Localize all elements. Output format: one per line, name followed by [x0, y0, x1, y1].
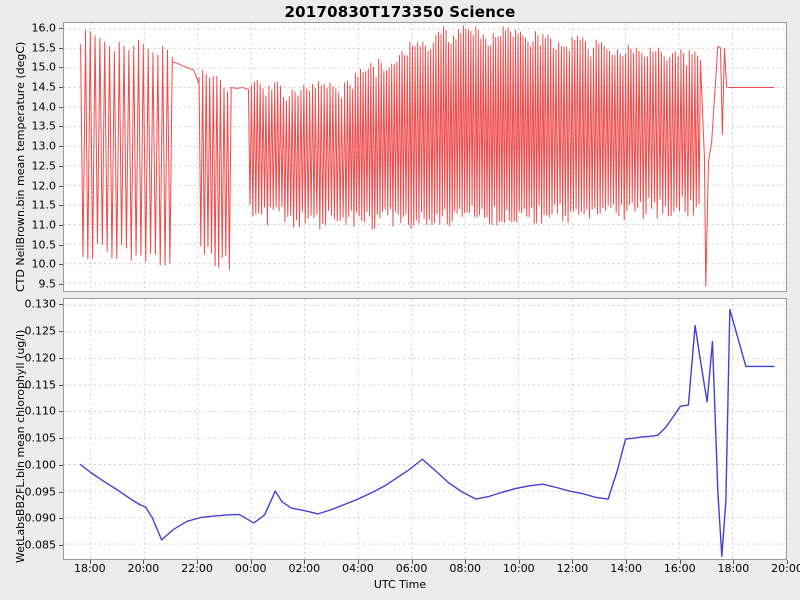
- x-tick-label: 04:00: [342, 562, 374, 575]
- x-tick-mark: [250, 560, 252, 564]
- x-tick-mark: [733, 560, 735, 564]
- x-tick-label: 22:00: [181, 562, 213, 575]
- y-tick-mark: [59, 438, 63, 440]
- y-tick-mark: [59, 106, 63, 108]
- x-tick-mark: [357, 560, 359, 564]
- y-tick-label: 0.125: [24, 324, 57, 338]
- y-tick-mark: [59, 264, 63, 266]
- y-tick-mark: [59, 411, 63, 413]
- x-tick-mark: [89, 560, 91, 564]
- x-tick-mark: [679, 560, 681, 564]
- y-tick-label: 12.5: [31, 159, 57, 173]
- y-tick-label: 15.5: [31, 41, 57, 55]
- y-tick-label: 11.5: [31, 198, 57, 212]
- x-tick-label: 16:00: [663, 562, 696, 575]
- page-title: 20170830T173350 Science: [284, 3, 516, 21]
- y-tick-mark: [59, 165, 63, 167]
- y-tick-label: 15.0: [31, 60, 57, 74]
- x-tick-label: 08:00: [449, 562, 482, 575]
- x-tick-label: 18:00: [717, 562, 750, 575]
- x-tick-label: 00:00: [234, 562, 267, 575]
- temperature-series-svg: [64, 23, 786, 291]
- x-tick-label: 12:00: [556, 562, 589, 575]
- x-tick-label: 20:00: [127, 562, 160, 575]
- x-tick-mark: [197, 560, 199, 564]
- y-tick-mark: [59, 205, 63, 207]
- y-tick-mark: [59, 331, 63, 333]
- y-tick-label: 16.0: [31, 21, 57, 35]
- y-tick-label: 0.095: [24, 485, 57, 499]
- chlorophyll-series-svg: [64, 299, 786, 559]
- x-tick-label: 14:00: [610, 562, 642, 575]
- y-tick-label: 0.120: [24, 351, 57, 365]
- x-tick-label: 10:00: [502, 562, 535, 575]
- y-tick-label: 10.0: [31, 257, 57, 271]
- y-tick-label: 9.5: [38, 277, 57, 291]
- y-tick-mark: [59, 224, 63, 226]
- y-tick-label: 0.085: [24, 538, 57, 552]
- x-tick-label: 06:00: [395, 562, 428, 575]
- y-tick-mark: [59, 67, 63, 69]
- y-tick-label: 11.0: [31, 218, 57, 232]
- x-tick-mark: [143, 560, 145, 564]
- y-tick-label: 14.0: [31, 100, 57, 114]
- y-tick-mark: [59, 384, 63, 386]
- y-tick-label: 0.100: [24, 458, 57, 472]
- y-tick-mark: [59, 146, 63, 148]
- y-tick-label: 0.110: [24, 404, 57, 418]
- y-tick-mark: [59, 357, 63, 359]
- x-axis-title: UTC Time: [373, 578, 427, 591]
- x-tick-mark: [626, 560, 628, 564]
- x-tick-mark: [787, 560, 788, 564]
- x-tick-mark: [411, 560, 413, 564]
- y-tick-mark: [59, 491, 63, 493]
- plot-area-chlorophyll: [63, 298, 787, 560]
- y-tick-mark: [59, 284, 63, 286]
- x-tick-mark: [465, 560, 467, 564]
- x-tick-label: 20:00: [771, 562, 800, 575]
- y-tick-mark: [59, 545, 63, 547]
- y-tick-mark: [59, 185, 63, 187]
- y-tick-label: 10.5: [31, 238, 57, 252]
- y-tick-label: 14.5: [31, 80, 57, 94]
- y-tick-mark: [59, 244, 63, 246]
- y-tick-label: 0.130: [24, 297, 57, 311]
- y-tick-label: 12.0: [31, 179, 57, 193]
- x-tick-label: 02:00: [288, 562, 321, 575]
- y-tick-mark: [59, 27, 63, 29]
- y-tick-mark: [59, 518, 63, 520]
- y-tick-mark: [59, 464, 63, 466]
- y-tick-mark: [59, 126, 63, 128]
- x-tick-mark: [304, 560, 306, 564]
- y-tick-label: 0.090: [24, 511, 57, 525]
- y-tick-label: 13.5: [31, 119, 57, 133]
- x-tick-mark: [572, 560, 574, 564]
- y-tick-mark: [59, 47, 63, 49]
- x-tick-label: 18:00: [73, 562, 106, 575]
- y-tick-mark: [59, 304, 63, 306]
- y-tick-label: 13.0: [31, 139, 57, 153]
- y-axis-title-chlorophyll: WetLabsBB2FL.bin mean chlorophyll (ug/l): [14, 329, 27, 563]
- y-tick-label: 0.115: [24, 378, 57, 392]
- x-tick-mark: [518, 560, 520, 564]
- y-tick-mark: [59, 87, 63, 89]
- y-tick-label: 0.105: [24, 431, 57, 445]
- plot-area-temperature: [63, 22, 787, 292]
